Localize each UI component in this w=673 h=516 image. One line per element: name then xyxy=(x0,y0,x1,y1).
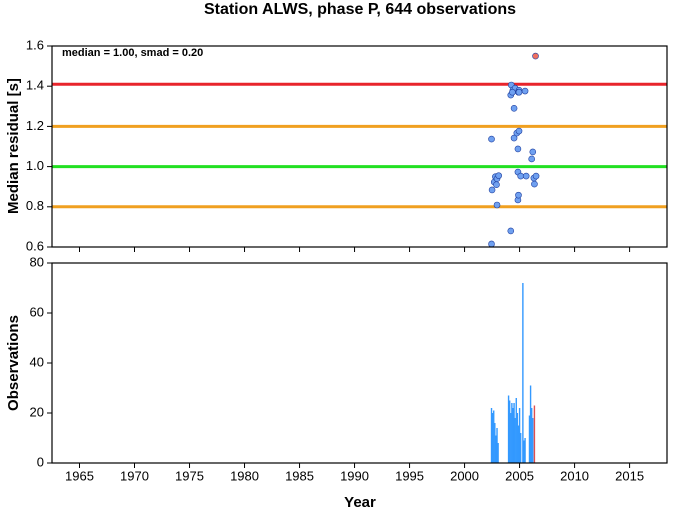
point xyxy=(515,88,523,96)
y-tick-label: 1.4 xyxy=(26,78,44,93)
bar xyxy=(490,408,493,463)
x-tick-label: 2000 xyxy=(450,468,479,483)
y-tick-label: 0 xyxy=(37,454,44,469)
point xyxy=(510,134,518,142)
point xyxy=(488,135,495,143)
bar xyxy=(522,283,524,463)
point xyxy=(532,172,540,180)
point xyxy=(517,172,524,180)
bar xyxy=(533,405,536,463)
x-tick-label: 2015 xyxy=(615,468,644,483)
bar xyxy=(493,410,495,463)
y-axis-label: Observations xyxy=(5,315,22,411)
y-tick-label: 1.0 xyxy=(26,158,44,173)
point xyxy=(514,145,522,153)
bar xyxy=(514,418,516,463)
point xyxy=(532,52,539,60)
point xyxy=(529,148,537,156)
y-tick-label: 80 xyxy=(30,254,44,269)
y-tick-label: 1.2 xyxy=(26,118,44,133)
x-tick-label: 1995 xyxy=(395,468,424,483)
point xyxy=(531,180,538,188)
point xyxy=(521,87,529,95)
bar xyxy=(529,385,532,463)
point xyxy=(495,172,502,179)
point xyxy=(510,105,518,112)
x-tick-label: 2005 xyxy=(505,468,534,483)
x-tick-label: 1975 xyxy=(175,468,204,483)
y-tick-label: 0.8 xyxy=(26,198,44,213)
bar xyxy=(523,440,525,463)
x-tick-label: 1990 xyxy=(340,468,369,483)
bar xyxy=(519,433,522,463)
bar xyxy=(495,435,497,463)
bar xyxy=(530,408,533,463)
bar xyxy=(494,423,496,463)
y-axis-label: Median residual [s] xyxy=(5,78,22,214)
y-tick-label: 40 xyxy=(30,354,44,369)
point xyxy=(509,88,516,96)
x-axis-label: Year xyxy=(344,494,376,511)
x-tick-label: 1965 xyxy=(65,468,94,483)
bar xyxy=(532,418,534,463)
bar xyxy=(510,413,512,463)
bar xyxy=(508,400,511,463)
bar xyxy=(497,443,499,463)
point xyxy=(515,191,522,199)
point xyxy=(488,240,495,248)
bar xyxy=(496,428,498,463)
point xyxy=(493,201,501,209)
y-tick-label: 1.6 xyxy=(26,37,44,52)
plot-frame xyxy=(51,45,668,248)
bar xyxy=(516,413,519,463)
bar xyxy=(507,395,510,463)
annotation: median = 1.00, smad = 0.20 xyxy=(62,47,203,59)
y-tick-label: 0.6 xyxy=(26,238,44,253)
x-tick-label: 1980 xyxy=(230,468,259,483)
y-tick-label: 20 xyxy=(30,404,44,419)
bar xyxy=(517,425,520,463)
point xyxy=(493,181,500,188)
bar xyxy=(515,398,517,463)
point xyxy=(515,127,523,135)
point xyxy=(528,155,535,163)
y-tick-label: 60 xyxy=(30,304,44,319)
x-tick-label: 1970 xyxy=(120,468,149,483)
bar xyxy=(511,403,513,463)
bar xyxy=(528,415,531,463)
point xyxy=(522,172,530,180)
point xyxy=(488,186,496,194)
x-tick-label: 1985 xyxy=(285,468,314,483)
chart-title: Station ALWS, phase P, 644 observations xyxy=(204,1,516,18)
bar xyxy=(491,413,494,463)
plot-frame xyxy=(51,262,668,464)
bar xyxy=(513,403,515,463)
x-tick-label: 2010 xyxy=(560,468,589,483)
point xyxy=(507,227,515,235)
bar xyxy=(524,438,526,463)
bar xyxy=(512,408,514,463)
bar xyxy=(518,408,521,463)
